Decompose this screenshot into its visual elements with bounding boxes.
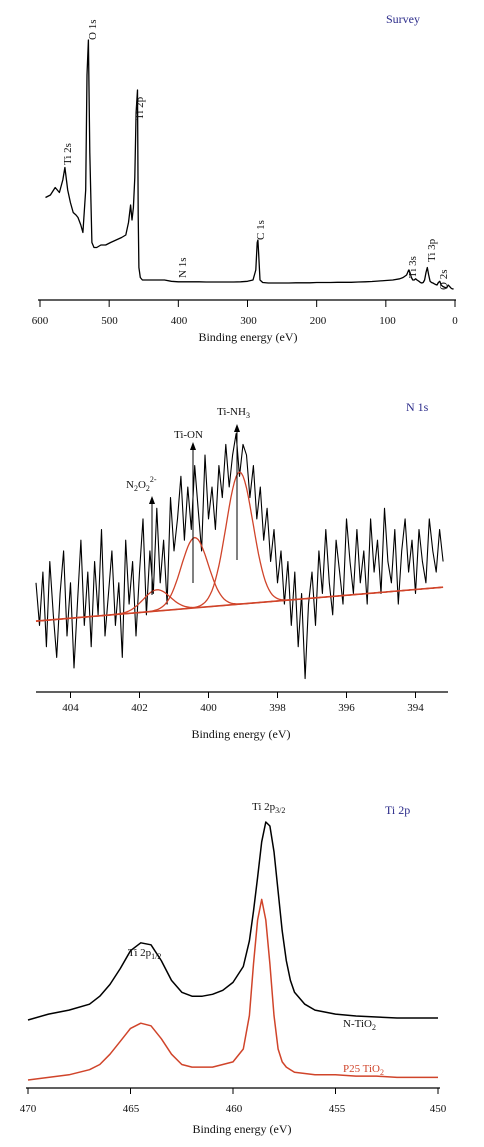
arrow-head-ti-on [190,442,196,450]
ti2p-tick-label-465: 465 [123,1103,140,1115]
n1s-fit-peak-ti-nh3 [35,471,442,622]
arrow-head-n2o2 [149,496,155,504]
n1s-tick-label-402: 402 [131,702,148,714]
peak-label-o1s: O 1s [87,20,99,40]
ti2p-tick-label-450: 450 [430,1103,447,1115]
peak-label-ti2s: Ti 2s [62,143,74,165]
peak-label-ti-nh3: Ti-NH3 [217,406,250,420]
ti2p-p25-tio2-line [27,898,438,1081]
survey-tick-label-400: 400 [171,315,188,327]
ti2p-n-tio2-line [27,821,438,1021]
peak-label-ti-on: Ti-ON [174,429,203,441]
n1s-x-ticks [70,692,416,698]
n1s-panel: N 1s N2O22- Ti-ON Ti-NH3 404 402 400 398… [35,400,448,741]
n1s-title: N 1s [406,400,429,414]
peak-label-c1s: C 1s [255,220,267,240]
ti2p-tick-label-460: 460 [226,1103,243,1115]
n1s-tick-label-404: 404 [62,702,79,714]
legend-p25-tio2: P25 TiO2 [343,1063,384,1077]
peak-label-ti3p: Ti 3p [426,238,438,262]
peak-label-n2o2: N2O22- [126,475,157,493]
ti2p-tick-label-455: 455 [329,1103,346,1115]
n1s-peak-arrows [149,424,240,595]
survey-panel: Survey 600 500 400 300 200 100 0 Binding… [32,12,459,344]
peak-label-n1s: N 1s [177,258,189,278]
ti2p-panel: Ti 2p Ti 2p1/2 Ti 2p3/2 N-TiO2 P25 TiO2 … [20,801,447,1136]
n1s-tick-label-400: 400 [200,702,217,714]
n1s-tick-label-394: 394 [407,702,424,714]
survey-title: Survey [386,12,420,26]
peak-label-ti3s: Ti 3s [407,256,419,278]
ti2p-x-ticks [27,1088,439,1094]
survey-tick-label-500: 500 [101,315,118,327]
survey-tick-label-600: 600 [32,315,49,327]
survey-spectrum-line [45,39,454,290]
survey-tick-label-100: 100 [379,315,396,327]
peak-label-ti2p-three-half: Ti 2p3/2 [252,801,285,815]
peak-label-o2s: O 2s [438,270,450,290]
ti2p-tick-label-470: 470 [20,1103,37,1115]
legend-n-tio2: N-TiO2 [343,1018,376,1032]
n1s-x-axis-title: Binding energy (eV) [191,727,290,741]
n1s-tick-label-398: 398 [269,702,286,714]
survey-tick-label-0: 0 [452,315,458,327]
peak-label-ti2p: Ti 2p [134,96,146,120]
arrow-head-ti-nh3 [234,424,240,432]
n1s-raw-spectrum-line [35,433,444,680]
survey-tick-label-300: 300 [240,315,257,327]
peak-label-ti2p-half: Ti 2p1/2 [128,947,161,961]
ti2p-title: Ti 2p [385,803,410,817]
n1s-tick-label-396: 396 [338,702,355,714]
survey-x-ticks [39,300,456,307]
ti2p-x-axis-title: Binding energy (eV) [192,1122,291,1136]
survey-tick-label-200: 200 [310,315,327,327]
survey-x-axis-title: Binding energy (eV) [198,330,297,344]
